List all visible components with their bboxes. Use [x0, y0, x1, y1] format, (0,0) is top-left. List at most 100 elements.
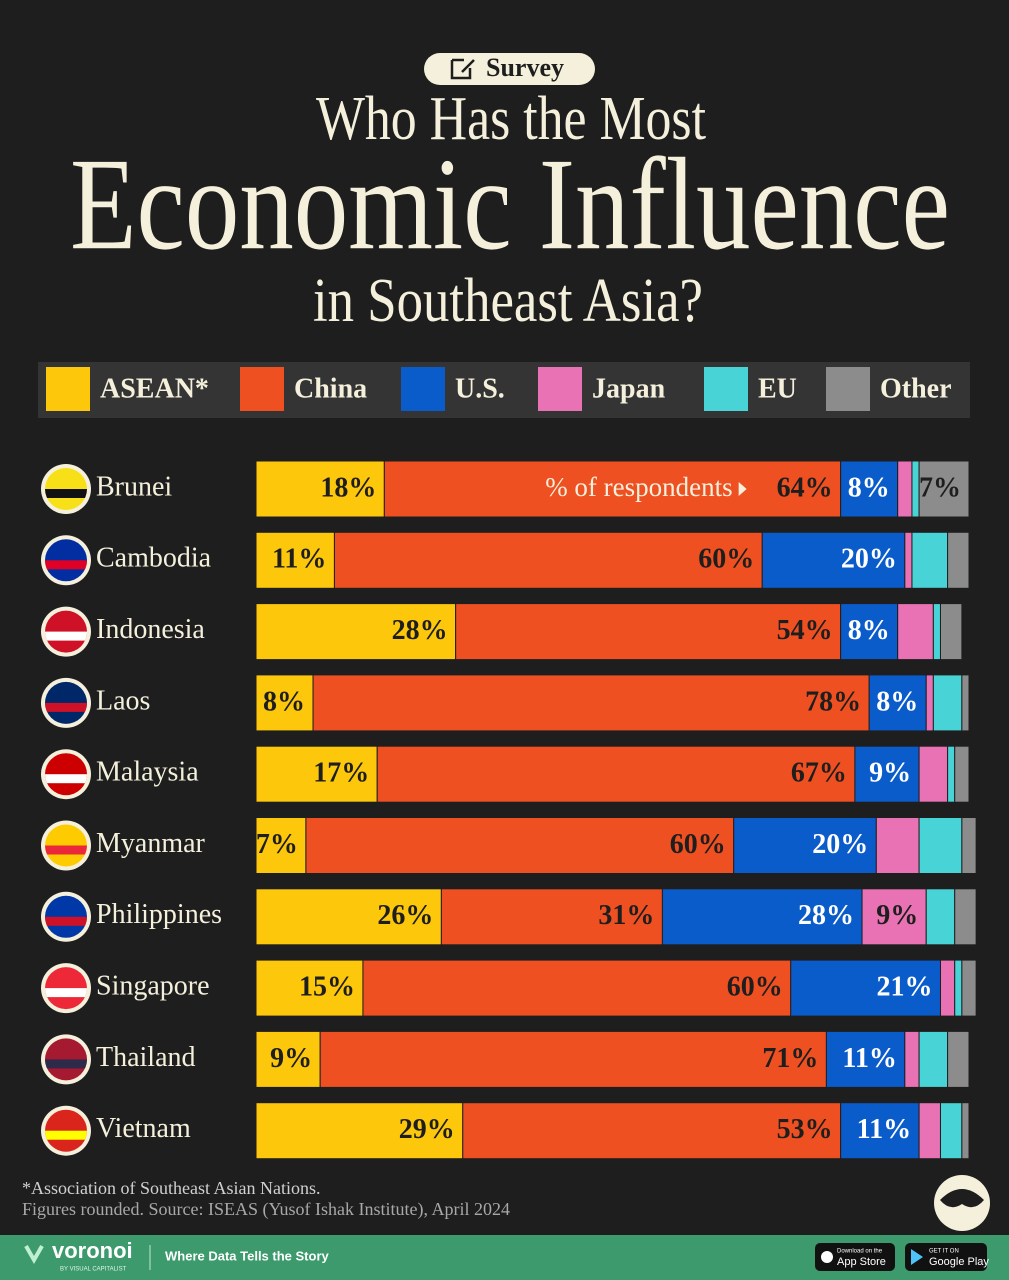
bar-segment: [939, 1102, 963, 1160]
value-label: 54%: [777, 615, 833, 646]
flag-stripe: [45, 1059, 87, 1068]
value-label: 28%: [392, 615, 448, 646]
country-label: Brunei: [96, 471, 172, 502]
bar-segment: [661, 888, 863, 946]
footnote: *Association of Southeast Asian Nations.: [22, 1178, 320, 1198]
bar-segment: [790, 959, 941, 1017]
value-label: 8%: [848, 615, 890, 646]
flag-stripe: [45, 632, 87, 641]
value-label: 28%: [798, 900, 854, 931]
bar-segment: [947, 531, 970, 589]
flag-stripe: [45, 1131, 87, 1140]
bar-segment: [868, 674, 927, 732]
value-label: 29%: [399, 1114, 455, 1145]
country-label: Vietnam: [96, 1113, 191, 1144]
legend-swatch: [401, 367, 445, 411]
bar-segment: [939, 603, 963, 661]
legend-swatch: [240, 367, 284, 411]
app-store-label: App Store: [837, 1256, 886, 1268]
brand: voronoi: [52, 1238, 133, 1263]
bar-segment: [932, 603, 941, 661]
bar-segment: [840, 603, 899, 661]
legend-swatch: [46, 367, 90, 411]
bar-segment: [918, 1030, 949, 1088]
bar-segment: [961, 959, 977, 1017]
value-label: 9%: [270, 1043, 312, 1074]
value-label: 11%: [857, 1114, 911, 1145]
value-label: 78%: [805, 686, 861, 717]
bar-segment: [440, 888, 663, 946]
bar-segment: [939, 959, 956, 1017]
value-label: 7%: [256, 829, 298, 860]
bar-segment: [918, 817, 963, 874]
logo-mark-inner: [940, 1189, 984, 1208]
value-label: 26%: [377, 900, 433, 931]
flag-stripe: [45, 917, 87, 926]
title-line-2: Economic Influence: [70, 130, 950, 277]
bar-segment: [918, 745, 949, 803]
value-label: 7%: [919, 472, 961, 503]
tagline: Where Data Tells the Story: [165, 1248, 330, 1263]
flag-stripe: [45, 489, 87, 498]
country-label: Singapore: [96, 971, 210, 1002]
annotation: % of respondents: [545, 472, 732, 502]
bar-segment: [319, 1030, 827, 1088]
value-label: 60%: [727, 972, 783, 1003]
badge-icon: [450, 58, 475, 80]
country-label: Myanmar: [96, 828, 206, 859]
legend-label: ASEAN*: [100, 373, 209, 404]
legend-swatch: [538, 367, 582, 411]
brand-icon: [24, 1245, 44, 1265]
flag-stripe: [45, 560, 87, 569]
value-label: 64%: [777, 472, 833, 503]
google-top: GET IT ON: [929, 1249, 959, 1255]
value-label: 17%: [313, 758, 369, 789]
app-store-button[interactable]: [815, 1243, 895, 1271]
value-label: 9%: [869, 758, 911, 789]
bar-segment: [918, 460, 970, 518]
country-label: Malaysia: [96, 757, 199, 788]
bar-segment: [312, 674, 870, 732]
legend-label: Other: [880, 373, 952, 404]
value-label: 8%: [848, 472, 890, 503]
country-label: Indonesia: [96, 614, 205, 645]
bar-segment: [255, 460, 385, 518]
flag-stripe: [45, 988, 87, 997]
play-icon: [911, 1249, 923, 1265]
flag-stripe: [45, 774, 87, 783]
legend-swatch: [826, 367, 870, 411]
value-label: 8%: [876, 686, 918, 717]
bar-segment: [362, 959, 792, 1017]
bar-segment: [255, 1102, 464, 1160]
bar-segment: [255, 1030, 321, 1088]
bar-segment: [961, 1102, 970, 1160]
bar-segment: [961, 674, 970, 732]
bar-segment: [455, 603, 842, 661]
bar-segment: [954, 888, 977, 946]
bar-segment: [255, 745, 378, 803]
value-label: 67%: [791, 758, 847, 789]
bar-segment: [925, 674, 934, 732]
legend-box: [38, 362, 970, 418]
bar-segment: [932, 674, 963, 732]
value-label: 20%: [841, 544, 897, 575]
bar-segment: [825, 1030, 906, 1088]
bar-segment: [897, 460, 913, 518]
bar-segment: [954, 959, 963, 1017]
legend-label: U.S.: [455, 373, 505, 404]
value-label: 71%: [762, 1043, 818, 1074]
bar-segment: [305, 817, 735, 874]
flag-stripe: [45, 703, 87, 712]
legend-label: Japan: [592, 373, 666, 404]
value-label: 15%: [299, 972, 355, 1003]
badge-text: Survey: [486, 53, 564, 82]
google-play-button[interactable]: [905, 1243, 987, 1271]
value-label: 53%: [777, 1114, 833, 1145]
bar-segment: [840, 1102, 920, 1160]
value-label: 18%: [320, 472, 376, 503]
bar-segment: [911, 531, 949, 589]
bar-segment: [383, 460, 842, 518]
value-label: 21%: [876, 972, 932, 1003]
value-label: 9%: [876, 900, 918, 931]
